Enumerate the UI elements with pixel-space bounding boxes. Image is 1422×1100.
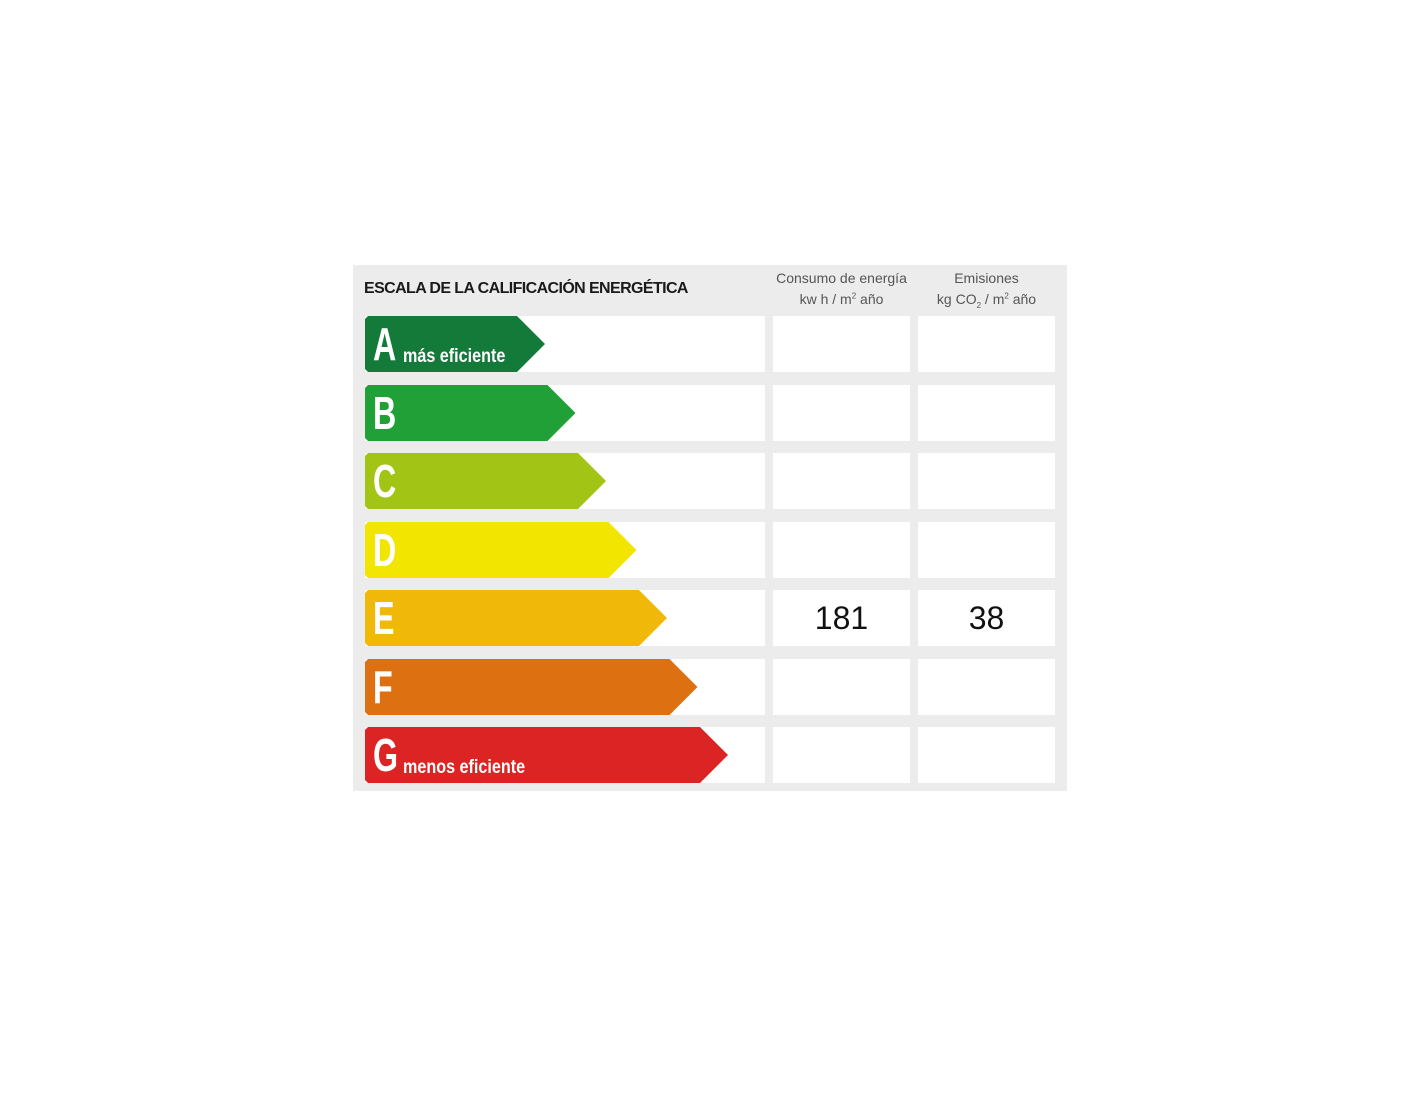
rating-label-cell: E <box>365 590 765 646</box>
emisiones-value <box>918 316 1055 372</box>
rating-letter: G <box>373 729 399 781</box>
rating-arrow-c: C <box>365 453 606 509</box>
consumo-header-title: Consumo de energía <box>776 270 907 286</box>
rating-label-cell: A más eficiente <box>365 316 765 372</box>
emisiones-value <box>918 727 1055 783</box>
consumo-header-unit: kw h / m2 año <box>769 289 914 310</box>
consumo-unit-pre: kw h / m <box>799 291 852 307</box>
emisiones-unit-sup: 2 <box>1004 291 1009 301</box>
consumo-unit-post: año <box>856 291 884 307</box>
rating-arrow-f: F <box>365 659 698 715</box>
emisiones-header-title: Emisiones <box>954 270 1019 286</box>
emisiones-unit-mid: / m <box>981 291 1005 307</box>
emisiones-unit-post: año <box>1008 291 1037 307</box>
rating-arrow-g: G menos eficiente <box>365 727 728 783</box>
emisiones-value <box>918 453 1055 509</box>
emisiones-header: Emisiones kg CO2 / m2 año <box>914 268 1059 310</box>
consumo-value <box>773 453 910 509</box>
emisiones-value <box>918 385 1055 441</box>
rating-label-cell: B <box>365 385 765 441</box>
emisiones-header-unit: kg CO2 / m2 año <box>914 289 1059 310</box>
consumo-value <box>773 727 910 783</box>
rating-arrow-a: A más eficiente <box>365 316 545 372</box>
rating-letter: D <box>373 524 397 576</box>
consumo-value <box>773 385 910 441</box>
rating-letter: F <box>373 661 393 713</box>
consumo-unit-sup: 2 <box>851 291 857 301</box>
emisiones-value <box>918 522 1055 578</box>
rating-label-cell: C <box>365 453 765 509</box>
rating-label-cell: D <box>365 522 765 578</box>
rating-label-cell: F <box>365 659 765 715</box>
consumo-header: Consumo de energía kw h / m2 año <box>769 268 914 310</box>
rating-letter: C <box>373 455 397 507</box>
rating-row-e: E 181 38 <box>365 590 1055 646</box>
rating-label-cell: G menos eficiente <box>365 727 765 783</box>
rating-row-d: D <box>365 522 1055 578</box>
emisiones-value <box>918 659 1055 715</box>
rating-row-c: C <box>365 453 1055 509</box>
consumo-value <box>773 316 910 372</box>
emisiones-unit-sub: 2 <box>976 300 982 310</box>
consumo-value: 181 <box>773 590 910 646</box>
consumo-value <box>773 659 910 715</box>
rating-sublabel: menos eficiente <box>403 757 526 778</box>
emisiones-unit-pre: kg CO <box>936 291 977 307</box>
rating-letter: B <box>373 387 397 439</box>
rating-row-b: B <box>365 385 1055 441</box>
scale-title: ESCALA DE LA CALIFICACIÓN ENERGÉTICA <box>364 280 688 297</box>
rating-row-g: G menos eficiente <box>365 727 1055 783</box>
emisiones-value: 38 <box>918 590 1055 646</box>
rating-letter: A <box>373 318 397 370</box>
rating-row-f: F <box>365 659 1055 715</box>
rating-letter: E <box>373 592 395 644</box>
rating-arrow-e: E <box>365 590 667 646</box>
energy-rating-label: ESCALA DE LA CALIFICACIÓN ENERGÉTICA Con… <box>353 265 1067 791</box>
rating-row-a: A más eficiente <box>365 316 1055 372</box>
rating-arrow-d: D <box>365 522 637 578</box>
consumo-value <box>773 522 910 578</box>
rating-sublabel: más eficiente <box>403 346 506 367</box>
rating-arrow-b: B <box>365 385 576 441</box>
